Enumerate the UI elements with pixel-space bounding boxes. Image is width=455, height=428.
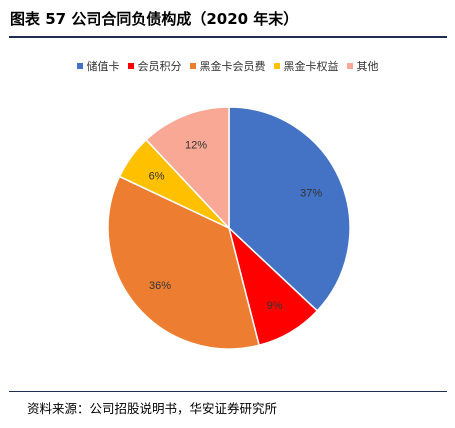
- legend-swatch-2: [189, 63, 196, 69]
- pie-label-4: 12%: [185, 140, 207, 152]
- legend-label-2: 黑金卡会员费: [199, 60, 266, 73]
- legend-swatch-4: [346, 63, 353, 69]
- legend-item-3: 黑金卡权益: [273, 58, 339, 74]
- legend-item-1: 会员积分: [127, 58, 182, 74]
- legend-label-4: 其他: [356, 60, 379, 73]
- pie-slice-4: [145, 106, 230, 230]
- pie-label-0: 37%: [300, 187, 322, 199]
- figure-title: 图表 57 公司合同负债构成（2020 年末）: [10, 10, 299, 28]
- legend-label-1: 会员积分: [137, 60, 182, 73]
- pie-labels: 37% 9% 36% 6% 12%: [149, 140, 323, 312]
- legend-label-3: 黑金卡权益: [283, 60, 339, 73]
- legend-swatch-3: [273, 63, 280, 69]
- legend-item-2: 黑金卡会员费: [189, 58, 266, 74]
- pie-slice-2: [107, 175, 261, 350]
- legend-item-0: 储值卡: [76, 58, 120, 74]
- pie-slice-0: [228, 106, 351, 312]
- pie-label-1: 9%: [267, 300, 283, 312]
- legend-label-0: 储值卡: [86, 60, 120, 73]
- legend-swatch-0: [76, 63, 83, 69]
- legend-swatch-1: [127, 63, 134, 69]
- pie-label-2: 36%: [149, 280, 171, 292]
- pie-label-3: 6%: [149, 170, 165, 182]
- pie-slices: [107, 106, 351, 350]
- source-note: 资料来源：公司招股说明书，华安证券研究所: [27, 401, 278, 416]
- bottom-rule: [9, 391, 447, 392]
- chart-legend: 储值卡 会员积分 黑金卡会员费 黑金卡权益 其他: [0, 58, 455, 74]
- legend-item-4: 其他: [346, 58, 379, 74]
- top-rule: [9, 36, 447, 38]
